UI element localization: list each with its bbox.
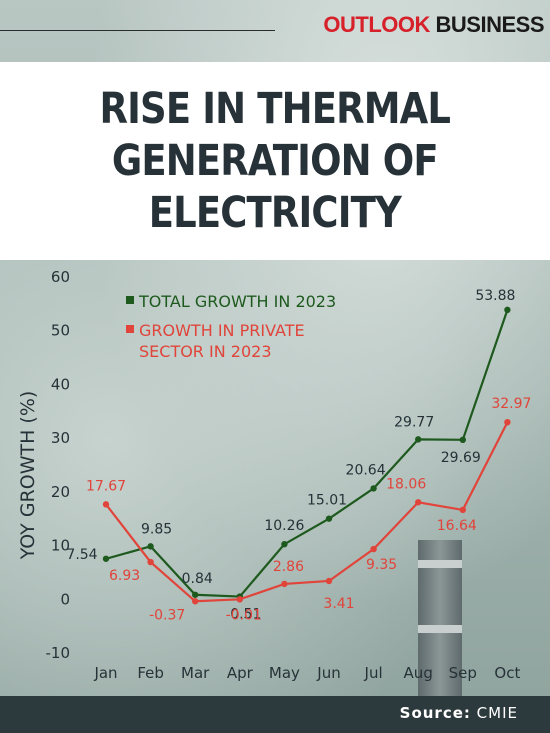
y-tick-label: 60 <box>51 268 70 286</box>
data-point <box>102 501 110 508</box>
x-tick-label: Apr <box>227 664 254 682</box>
data-label: 0.51 <box>230 607 261 623</box>
data-label: 10.26 <box>264 518 304 534</box>
series-line-total <box>105 309 509 598</box>
data-label: -0.37 <box>149 607 185 623</box>
data-point <box>325 577 333 585</box>
source-label: Source: <box>399 704 471 722</box>
chimney-band <box>418 560 462 568</box>
title-box: RISE IN THERMAL GENERATION OF ELECTRICIT… <box>0 62 550 260</box>
x-tick-label: Mar <box>181 664 210 682</box>
x-tick-label: Feb <box>137 664 164 682</box>
series-line-private <box>105 421 509 603</box>
data-point <box>192 591 199 598</box>
y-tick-label: 10 <box>51 537 70 555</box>
data-point <box>281 540 288 548</box>
data-point <box>504 418 511 426</box>
data-point <box>147 543 154 550</box>
data-label: 16.64 <box>437 518 477 534</box>
legend-label-total: TOTAL GROWTH IN 2023 <box>138 292 336 311</box>
source-credit: Source: CMIE <box>400 704 518 722</box>
title-line-1: RISE IN THERMAL <box>99 84 451 134</box>
x-tick-label: Oct <box>494 664 520 682</box>
title-line-2: GENERATION OF <box>112 136 439 186</box>
data-label: 2.86 <box>273 559 304 575</box>
data-label: 7.54 <box>66 547 97 563</box>
data-label: 29.69 <box>441 450 481 466</box>
legend-label-private-line-1: GROWTH IN PRIVATE <box>139 321 305 340</box>
brand-logo: OUTLOOK BUSINESS <box>323 12 544 38</box>
legend-label-private-line-2: SECTOR IN 2023 <box>139 342 272 361</box>
chimney-band <box>418 625 462 633</box>
data-label: 18.06 <box>386 476 426 492</box>
brand-bar: OUTLOOK BUSINESS <box>0 0 550 62</box>
data-point <box>236 596 243 603</box>
data-label: 29.77 <box>394 414 434 430</box>
data-point <box>459 436 466 444</box>
legend-swatch-total <box>126 296 134 304</box>
data-point <box>192 598 199 605</box>
y-tick-label: -10 <box>46 644 71 662</box>
data-point <box>504 306 511 314</box>
page-title: RISE IN THERMAL GENERATION OF ELECTRICIT… <box>100 83 451 239</box>
data-label: 3.41 <box>323 596 354 612</box>
data-point <box>459 506 466 514</box>
data-label: -0.01 <box>226 607 262 623</box>
data-label: 0.84 <box>182 571 213 587</box>
data-point <box>147 558 154 566</box>
data-label: 20.64 <box>346 462 386 478</box>
x-tick-label: Aug <box>404 664 433 682</box>
data-label: 6.93 <box>109 568 140 584</box>
data-point <box>281 580 288 588</box>
brand-part-outlook: OUTLOOK <box>323 12 430 37</box>
data-label: 9.35 <box>366 557 397 573</box>
data-point <box>370 545 377 553</box>
data-point <box>415 499 422 506</box>
x-tick-label: Jun <box>316 664 340 682</box>
y-tick-label: 0 <box>60 590 70 608</box>
data-point <box>325 515 333 522</box>
data-label: 17.67 <box>86 478 126 494</box>
data-label: 53.88 <box>475 288 515 304</box>
x-tick-label: Sep <box>449 664 477 682</box>
y-tick-label: 20 <box>51 483 70 501</box>
data-label: 15.01 <box>307 493 347 509</box>
data-point <box>102 555 110 562</box>
y-tick-label: 40 <box>51 375 70 393</box>
source-value: CMIE <box>476 704 518 722</box>
data-label: 32.97 <box>491 396 531 412</box>
brand-rule <box>0 30 275 31</box>
data-label: 9.85 <box>141 521 172 537</box>
brand-part-business: BUSINESS <box>435 12 545 37</box>
y-tick-label: 50 <box>51 322 70 340</box>
legend-swatch-private <box>126 325 134 333</box>
y-axis-label: YOY GROWTH (%) <box>17 391 39 561</box>
x-tick-label: Jul <box>364 664 383 682</box>
line-chart: 60 50 40 30 20 10 0 -10 Jan Feb Mar Apr May Jun Jul Aug… <box>17 268 531 682</box>
data-point <box>415 436 422 443</box>
title-line-3: ELECTRICITY <box>148 188 402 238</box>
footer-bar: Source: CMIE <box>0 696 550 733</box>
x-tick-label: May <box>269 664 300 682</box>
y-tick-label: 30 <box>51 429 70 447</box>
x-tick-label: Jan <box>93 664 117 682</box>
data-point <box>370 485 377 492</box>
